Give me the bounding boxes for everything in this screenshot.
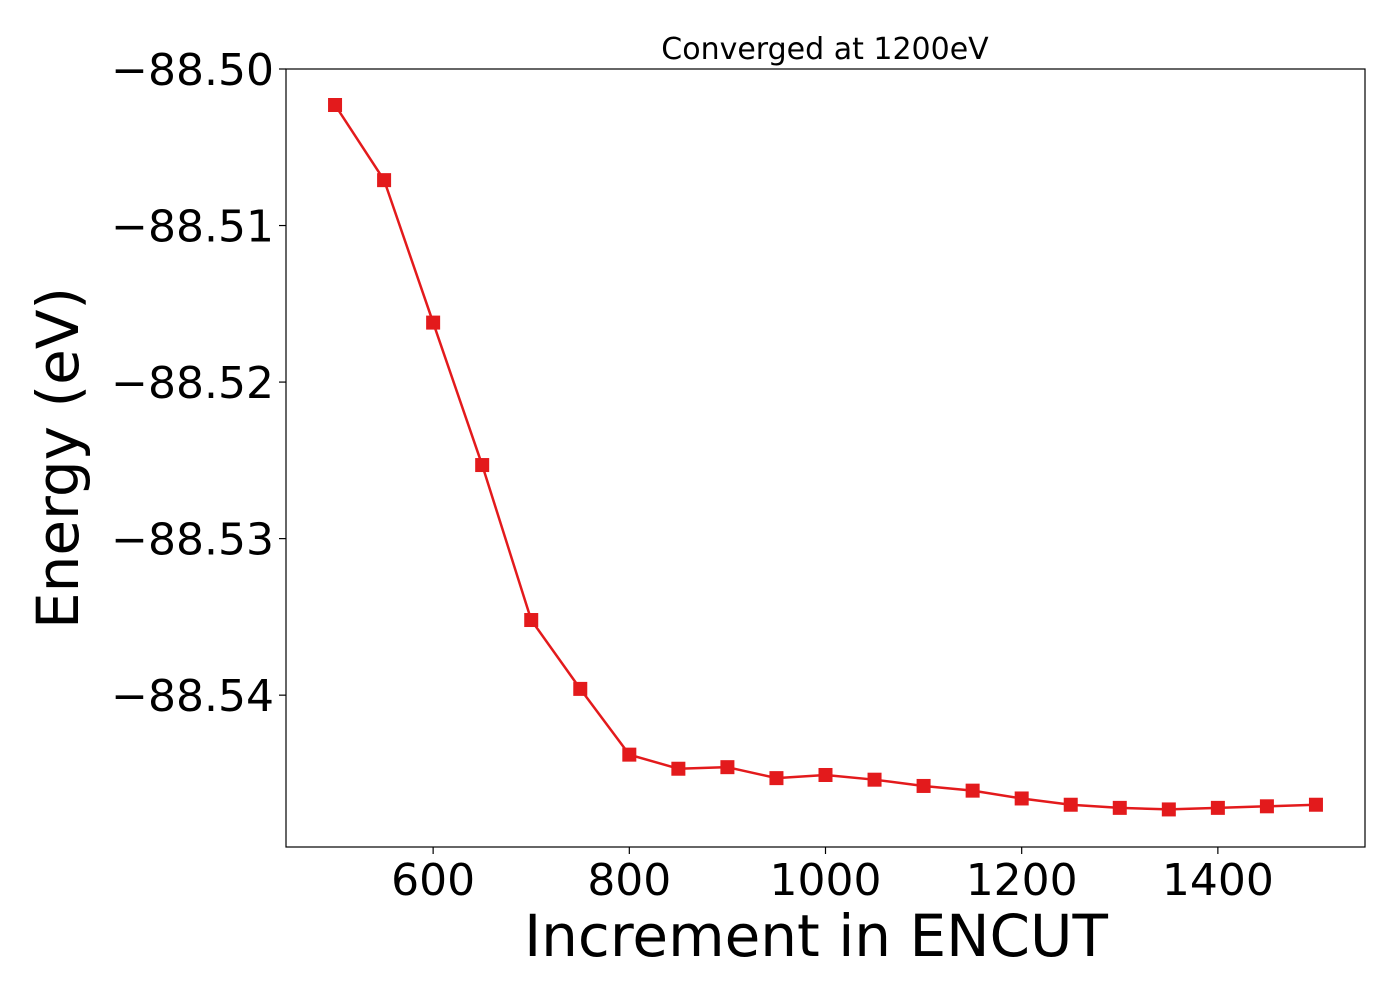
x-tick-label: 1200 [966, 855, 1078, 906]
chart-title: Converged at 1200eV [661, 32, 989, 67]
data-point [1308, 797, 1323, 812]
data-point [965, 783, 980, 798]
data-point [573, 681, 588, 696]
data-point [867, 772, 882, 787]
y-tick-label: −88.52 [111, 358, 274, 409]
data-point [1014, 791, 1029, 806]
data-point [622, 747, 637, 762]
data-point [1161, 802, 1176, 817]
data-point [426, 315, 441, 330]
x-tick-label: 600 [391, 855, 475, 906]
data-point [524, 613, 539, 628]
data-point [1063, 797, 1078, 812]
data-point [1112, 800, 1127, 815]
data-point [818, 767, 833, 782]
data-point [377, 173, 392, 188]
data-point [916, 778, 931, 793]
data-point [1210, 800, 1225, 815]
y-tick-label: −88.53 [111, 515, 274, 566]
data-point [671, 761, 686, 776]
plot-area [328, 98, 1323, 817]
y-axis: −88.50 −88.51 −88.52 −88.53 −88.54 [111, 45, 286, 722]
y-axis-label: Energy (eV) [24, 287, 92, 629]
data-point [328, 98, 343, 113]
x-tick-label: 800 [587, 855, 671, 906]
y-tick-label: −88.50 [111, 45, 274, 96]
x-tick-label: 1400 [1162, 855, 1274, 906]
y-tick-label: −88.51 [111, 202, 274, 253]
x-tick-label: 1000 [770, 855, 882, 906]
data-point [769, 771, 784, 786]
x-axis: 600 800 1000 1200 1400 [391, 847, 1274, 906]
y-tick-label: −88.54 [111, 671, 274, 722]
x-axis-label: Increment in ENCUT [524, 902, 1108, 970]
data-point [720, 760, 735, 775]
data-point [1259, 799, 1274, 814]
data-point [475, 458, 490, 473]
